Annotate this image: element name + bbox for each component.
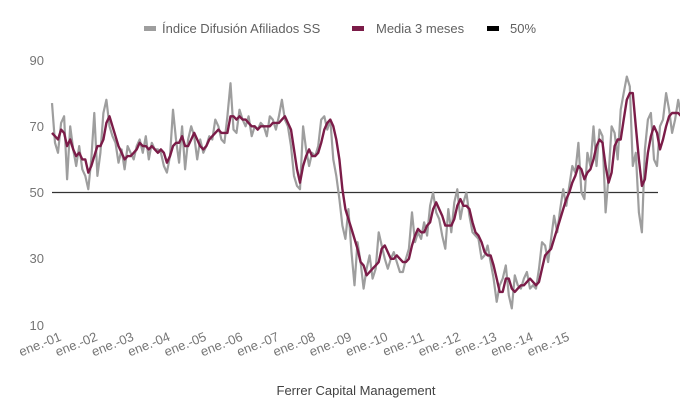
y-tick-label: 10 (30, 318, 44, 333)
x-axis-title: Ferrer Capital Management (277, 383, 436, 398)
legend-label-ref: 50% (510, 21, 536, 36)
y-tick-label: 70 (30, 119, 44, 134)
y-tick-label: 30 (30, 251, 44, 266)
y-tick-label: 50 (30, 185, 44, 200)
legend-swatch-index (144, 26, 156, 31)
legend-swatch-mean (352, 26, 364, 31)
x-tick-label: ene.-15 (525, 329, 572, 359)
series-line-index (50, 75, 680, 310)
legend-label-mean: Media 3 meses (376, 21, 465, 36)
y-axis: 90 70 50 30 10 (30, 53, 44, 333)
series-line-mean (51, 91, 680, 294)
x-axis: ene.-01ene.-02ene.-03ene.-04ene.-05ene.-… (17, 329, 572, 359)
legend: Índice Difusión Afiliados SS Media 3 mes… (144, 21, 536, 36)
legend-label-index: Índice Difusión Afiliados SS (162, 21, 321, 36)
legend-swatch-ref (487, 26, 499, 31)
y-tick-label: 90 (30, 53, 44, 68)
